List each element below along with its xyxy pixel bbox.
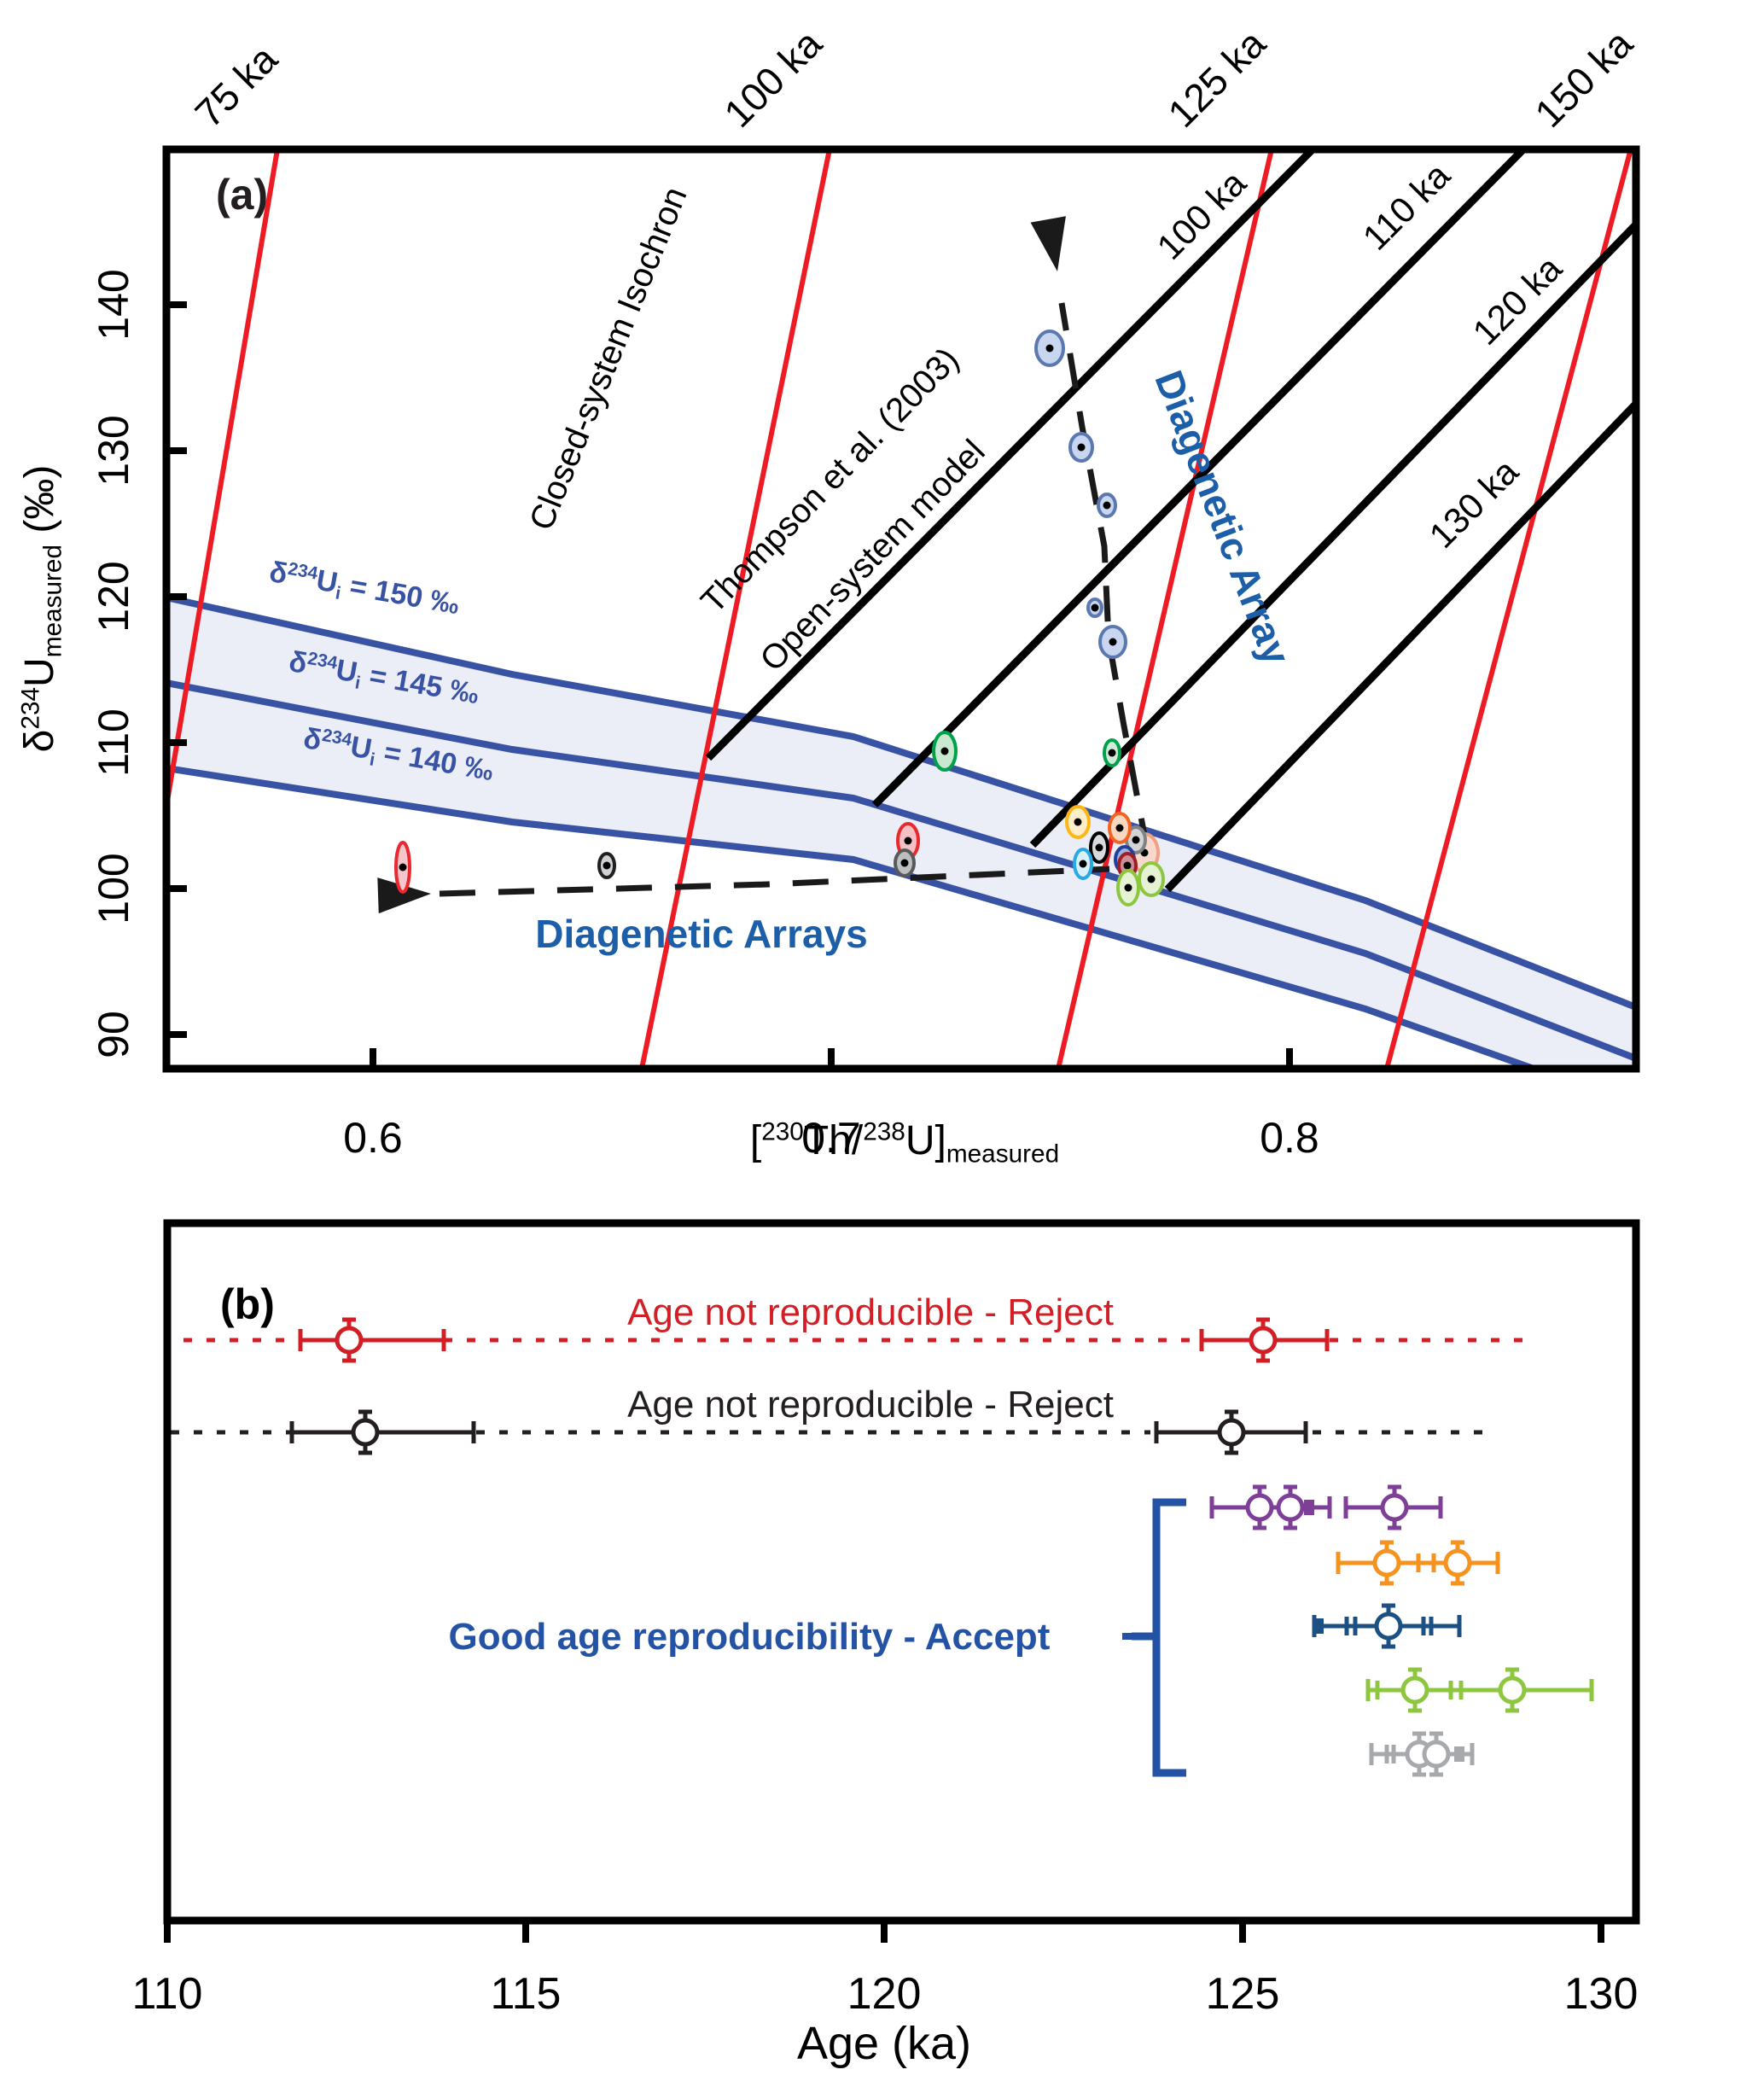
open-system-label-110ka: 110 ka xyxy=(1355,154,1458,258)
data-ellipse-yellow-center xyxy=(1074,818,1082,826)
diagenetic-arrays-label: Diagenetic Arrays xyxy=(535,912,867,956)
data-ellipse-reject-gray-center xyxy=(603,861,611,870)
y-tick-label-a-100: 100 xyxy=(90,853,137,924)
data-ellipse-orange-center xyxy=(1115,824,1124,832)
d234ui-150-line xyxy=(166,594,1636,1011)
diagenetic-array-vertical-arrowhead xyxy=(1030,216,1066,271)
d234ui-145-line xyxy=(166,679,1636,1062)
age-row-red: Age not reproducible - Reject xyxy=(183,1291,1536,1363)
age-marker-orange xyxy=(1443,1548,1472,1577)
x-tick-label-b-130: 130 xyxy=(1564,1969,1639,2019)
open-system-isochron-130ka xyxy=(1164,400,1636,893)
data-ellipse-red-cluster-center xyxy=(904,837,912,845)
data-ellipse-lime-b-center xyxy=(1147,875,1156,883)
diagenetic-array-vertical xyxy=(1058,302,1151,854)
age-row-orange xyxy=(1336,1540,1500,1586)
closed-system-label-100ka: 100 ka xyxy=(715,20,830,136)
closed-system-label-150ka: 150 ka xyxy=(1526,20,1641,136)
open-system-label-120ka: 120 ka xyxy=(1465,248,1570,353)
data-ellipse-dark-red-center xyxy=(1123,861,1132,870)
closed-system-isochron-100ka xyxy=(639,149,832,1069)
data-ellipse-array-1-center xyxy=(1045,344,1054,353)
age-marker-black xyxy=(351,1418,380,1447)
data-ellipse-reject-red-center xyxy=(399,863,407,872)
open-system-label: Open-system model xyxy=(754,433,993,679)
diagenetic-array-horizontal xyxy=(439,866,1110,897)
age-marker-purple xyxy=(1245,1493,1274,1522)
y-tick-label-a-90: 90 xyxy=(90,1011,137,1058)
age-row-navy xyxy=(1312,1603,1462,1649)
age-marker-orange xyxy=(1372,1548,1401,1577)
closed-system-isochron-150ka xyxy=(1384,151,1633,1069)
age-marker-purple xyxy=(1276,1493,1305,1522)
closed-system-isochron-125ka xyxy=(1056,149,1274,1069)
age-row-gray xyxy=(1369,1731,1475,1777)
age-row-green xyxy=(1365,1667,1594,1713)
x-tick-label-a-0.6: 0.6 xyxy=(343,1114,403,1162)
x-axis-title-a: [230Th/238U]measured xyxy=(750,1118,1059,1169)
age-marker-green xyxy=(1400,1676,1429,1705)
panel-b-tag: (b) xyxy=(220,1280,275,1328)
age-marker-red xyxy=(1249,1326,1278,1355)
row-label-black: Age not reproducible - Reject xyxy=(627,1384,1114,1425)
panel-a-content: δ234Ui = 150 ‰δ234Ui = 145 ‰δ234Ui = 140… xyxy=(166,149,1636,1069)
data-ellipse-array-3-center xyxy=(1103,501,1111,510)
data-ellipse-gray-cluster-center xyxy=(900,859,909,867)
x-tick-label-b-115: 115 xyxy=(491,1969,562,2019)
open-system-isochron-100ka xyxy=(705,149,1316,761)
diagenetic-array-horizontal-arrowhead xyxy=(377,877,431,914)
data-ellipse-array-2-center xyxy=(1077,443,1086,452)
data-ellipse-black-gray-center xyxy=(1095,843,1103,852)
mean-square-navy xyxy=(1313,1618,1324,1634)
closed-system-label: Closed-system Isochron xyxy=(522,182,695,535)
open-system-label-130ka: 130 ka xyxy=(1422,451,1527,556)
y-tick-label-a-140: 140 xyxy=(90,269,137,340)
diagenetic-array-label: Diagenetic Array xyxy=(1146,364,1299,671)
y-tick-label-a-110: 110 xyxy=(90,708,137,777)
d234ui-140-line xyxy=(166,765,1535,1069)
closed-system-label-75ka: 75 ka xyxy=(186,36,286,136)
x-tick-label-a-0.7: 0.7 xyxy=(801,1114,861,1162)
open-system-label-100ka: 100 ka xyxy=(1150,162,1255,267)
data-ellipse-array-4-center xyxy=(1091,603,1099,612)
age-marker-black xyxy=(1217,1418,1246,1447)
x-tick-label-b-125: 125 xyxy=(1206,1969,1280,2019)
data-ellipse-lime-a-center xyxy=(1124,883,1132,892)
x-axis-title-b: Age (ka) xyxy=(797,2018,971,2069)
data-ellipse-cyan-center xyxy=(1079,860,1087,868)
panel-b-content: Age not reproducible - Reject Age not rep… xyxy=(171,1291,1594,1777)
y-axis-title-a: δ234Umeasured (‰) xyxy=(17,465,67,753)
age-row-black: Age not reproducible - Reject xyxy=(171,1384,1493,1455)
age-marker-gray xyxy=(1422,1740,1451,1769)
panel-a-box xyxy=(162,145,1640,1073)
closed-system-isochron-75ka xyxy=(166,149,280,822)
accept-label: Good age reproducibility - Accept xyxy=(449,1616,1051,1658)
open-system-isochron-120ka xyxy=(1029,221,1636,848)
data-ellipse-steel-center xyxy=(1132,836,1140,844)
x-tick-label-b-120: 120 xyxy=(847,1969,922,2019)
data-ellipse-array-5-center xyxy=(1109,638,1117,646)
closed-system-label-125ka: 125 ka xyxy=(1159,20,1274,136)
age-marker-red xyxy=(335,1326,364,1355)
data-ellipse-green-a-center xyxy=(940,747,949,755)
age-marker-navy xyxy=(1374,1612,1403,1641)
y-tick-label-a-130: 130 xyxy=(90,415,137,486)
age-row-purple xyxy=(1209,1484,1443,1530)
mean-square-purple xyxy=(1304,1500,1314,1515)
data-ellipse-green-b-center xyxy=(1108,749,1116,757)
panel-a-tag: (a) xyxy=(216,171,268,219)
x-tick-label-a-0.8: 0.8 xyxy=(1260,1114,1319,1162)
mean-square-gray xyxy=(1454,1746,1464,1762)
d234ui-150-label: δ234Ui = 150 ‰ xyxy=(266,556,462,624)
age-marker-green xyxy=(1498,1676,1527,1705)
x-tick-label-b-110: 110 xyxy=(132,1969,203,2019)
y-tick-label-a-120: 120 xyxy=(90,561,137,632)
row-label-red: Age not reproducible - Reject xyxy=(627,1291,1114,1333)
open-system-isochron-110ka xyxy=(871,149,1527,808)
age-marker-purple xyxy=(1380,1493,1409,1522)
panel-b-box xyxy=(163,1219,1640,1925)
